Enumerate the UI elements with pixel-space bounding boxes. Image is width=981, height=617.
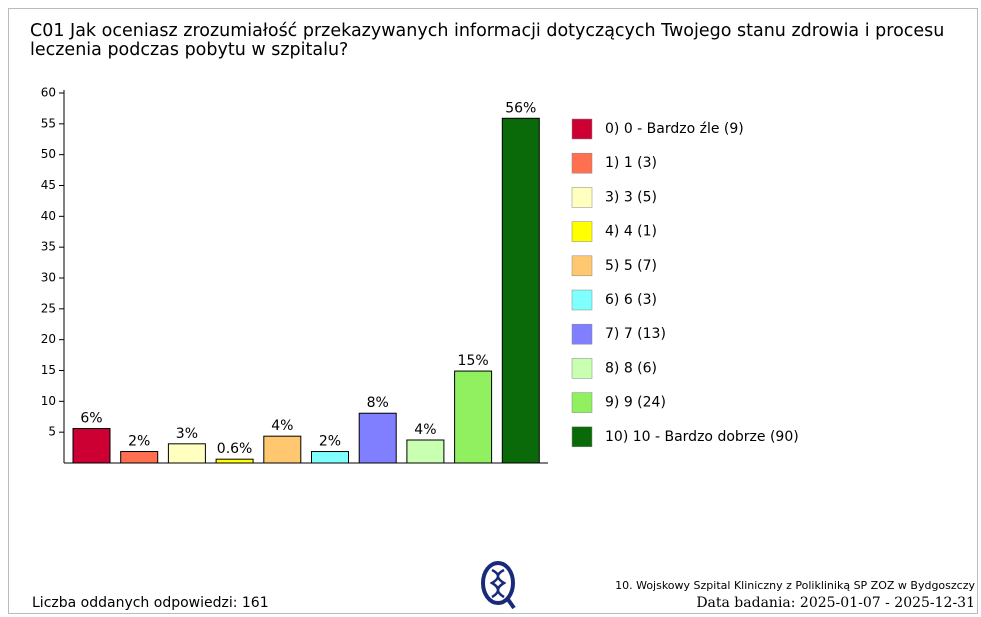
- y-tick-label: 5: [48, 425, 56, 439]
- bar: [406, 439, 445, 464]
- legend-label: 9) 9 (24): [605, 395, 666, 411]
- bar-label: 4%: [414, 422, 436, 438]
- legend-swatch: [571, 187, 593, 208]
- legend-label: 0) 0 - Bardzo źle (9): [605, 121, 744, 137]
- y-tick-label: 35: [41, 240, 56, 254]
- y-tick-label: 45: [41, 178, 56, 192]
- legend-label: 3) 3 (5): [605, 189, 657, 205]
- institution: 10. Wojskowy Szpital Kliniczny z Polikli…: [615, 579, 975, 592]
- legend-label: 10) 10 - Bardzo dobrze (90): [605, 429, 799, 445]
- y-tick-label: 15: [41, 363, 56, 377]
- y-tick-label: 50: [41, 147, 56, 161]
- legend-label: 8) 8 (6): [605, 360, 657, 376]
- bar: [358, 412, 397, 464]
- bar-label: 2%: [319, 434, 341, 450]
- bar-label: 3%: [176, 426, 198, 442]
- y-tick-label: 40: [41, 209, 56, 223]
- legend-label: 5) 5 (7): [605, 258, 657, 274]
- bar-label: 6%: [80, 411, 102, 427]
- y-tick-label: 10: [41, 394, 56, 408]
- bar-label: 2%: [128, 434, 150, 450]
- bar: [120, 451, 159, 464]
- legend-label: 7) 7 (13): [605, 326, 666, 342]
- logo: [481, 561, 516, 610]
- y-tick-label: 30: [41, 271, 56, 285]
- bar-label: 8%: [367, 395, 389, 411]
- bar: [167, 443, 206, 464]
- bar-label: 0.6%: [217, 441, 253, 457]
- legend-swatch: [571, 289, 593, 311]
- survey-date: Data badania: 2025-01-07 - 2025-12-31: [696, 595, 975, 611]
- bar: [215, 458, 254, 464]
- legend-label: 4) 4 (1): [605, 224, 657, 240]
- bar: [454, 370, 493, 464]
- y-tick-label: 25: [41, 301, 56, 315]
- legend-swatch: [571, 118, 593, 140]
- legend-swatch: [571, 392, 593, 413]
- responses: Liczba oddanych odpowiedzi: 161: [32, 595, 269, 611]
- bar: [72, 428, 111, 464]
- legend-swatch: [571, 255, 593, 277]
- chart-title: C01 Jak oceniasz zrozumiałość przekazywa…: [30, 21, 945, 60]
- bar: [263, 435, 302, 464]
- y-tick-label: 60: [41, 86, 56, 100]
- legend-swatch: [571, 221, 593, 242]
- bar: [311, 451, 349, 464]
- legend-swatch: [571, 323, 593, 345]
- bar: [501, 117, 540, 464]
- bar-label: 15%: [458, 353, 489, 369]
- legend-swatch: [571, 152, 593, 174]
- frame: [8, 8, 978, 614]
- bar-label: 4%: [271, 418, 293, 434]
- legend-label: 6) 6 (3): [605, 292, 657, 308]
- bar-label: 56%: [505, 100, 536, 116]
- legend-label: 1) 1 (3): [605, 155, 657, 171]
- legend-swatch: [571, 358, 593, 379]
- legend-swatch: [571, 426, 593, 448]
- y-tick-label: 20: [41, 332, 56, 346]
- y-tick-label: 55: [41, 116, 56, 130]
